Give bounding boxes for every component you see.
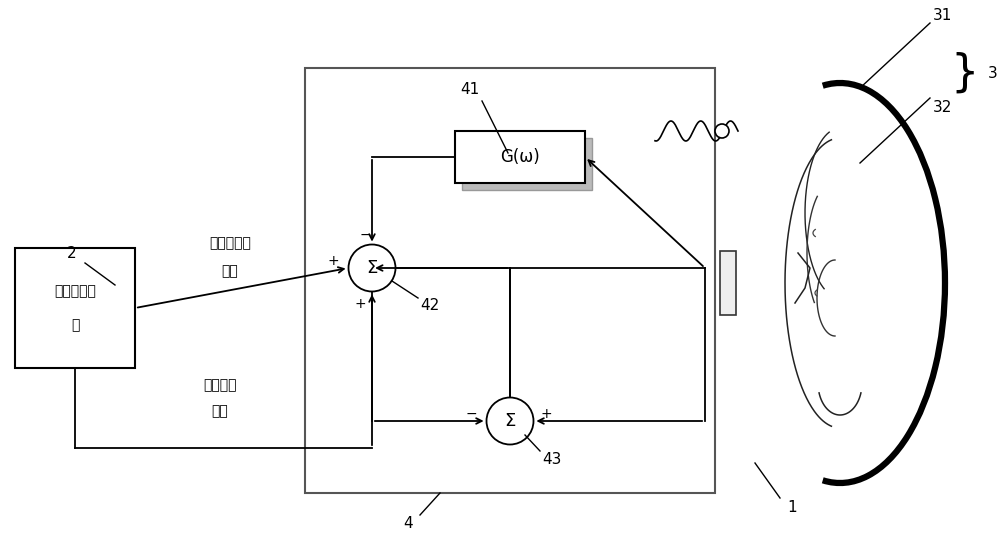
Bar <box>455 131 585 183</box>
Text: 32: 32 <box>932 100 952 114</box>
Text: 42: 42 <box>420 298 440 312</box>
Text: −: − <box>359 227 371 242</box>
Circle shape <box>349 244 396 291</box>
Text: 舶适噪声: 舶适噪声 <box>203 378 237 392</box>
Text: 置: 置 <box>71 318 79 332</box>
Text: +: + <box>541 407 552 421</box>
Text: 输入音频电: 输入音频电 <box>209 236 251 250</box>
Text: 2: 2 <box>67 246 77 260</box>
Text: +: + <box>328 254 339 268</box>
Text: 3: 3 <box>988 65 998 81</box>
Text: 41: 41 <box>460 82 480 97</box>
Text: $\Sigma$: $\Sigma$ <box>366 259 378 277</box>
Text: 4: 4 <box>403 515 413 530</box>
Bar <box>305 68 715 493</box>
Bar <box>15 248 135 368</box>
Text: 信号: 信号 <box>212 404 228 418</box>
Text: G(ω): G(ω) <box>500 148 540 166</box>
Circle shape <box>486 398 534 445</box>
Circle shape <box>715 124 729 138</box>
Text: 1: 1 <box>787 499 797 514</box>
Bar <box>720 251 736 315</box>
Text: }: } <box>951 51 979 95</box>
Bar <box>462 138 592 190</box>
Text: 31: 31 <box>932 8 952 23</box>
Text: +: + <box>354 296 366 310</box>
Text: 音频输入装: 音频输入装 <box>54 284 96 298</box>
Text: 43: 43 <box>542 451 562 467</box>
Text: −: − <box>466 407 477 421</box>
Text: 信号: 信号 <box>222 264 238 278</box>
Text: $\Sigma$: $\Sigma$ <box>504 412 516 430</box>
